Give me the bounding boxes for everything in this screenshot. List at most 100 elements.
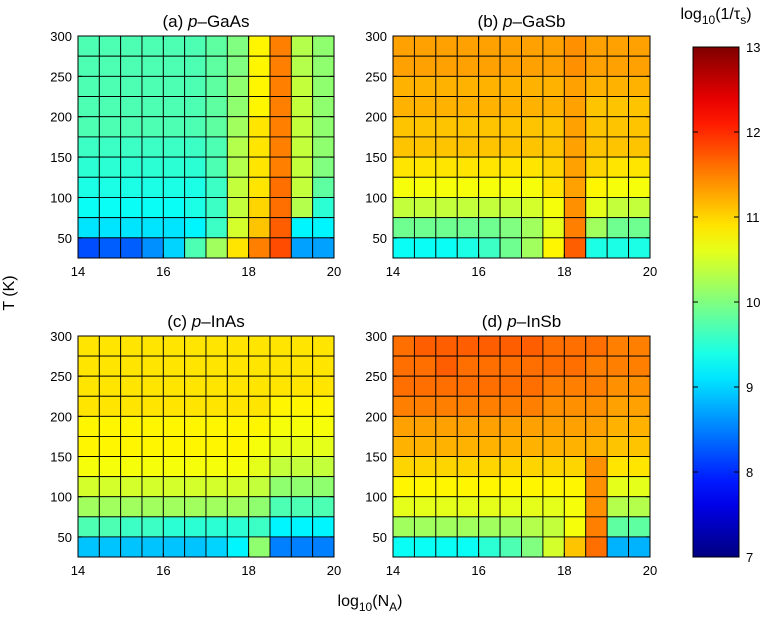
heatmap-cell	[392, 116, 415, 138]
heatmap-cell	[606, 395, 630, 417]
heatmap-cell	[226, 496, 250, 518]
panel-title: (c) p–InAs	[167, 312, 245, 331]
heatmap-cell	[248, 516, 271, 538]
heatmap-cell	[184, 415, 207, 437]
heatmap-cell	[606, 55, 630, 77]
heatmap-cell	[435, 237, 458, 259]
heatmap-cell	[98, 355, 122, 377]
heatmap-cell	[435, 136, 458, 158]
heatmap-cell	[226, 237, 250, 259]
heatmap-cell	[521, 415, 544, 437]
heatmap-cell	[392, 395, 415, 417]
material-name: –GaAs	[197, 12, 249, 31]
heatmap-cell	[606, 197, 630, 219]
heatmap-cell	[521, 217, 544, 239]
heatmap-cell	[120, 75, 143, 97]
heatmap-cell	[563, 96, 587, 118]
heatmap-cell	[563, 395, 587, 417]
heatmap-cell	[392, 176, 415, 198]
heatmap-cell	[456, 536, 480, 558]
heatmap-cell	[141, 176, 164, 198]
heatmap-cell	[521, 536, 544, 558]
heatmap-cell	[413, 197, 437, 219]
heatmap-cell	[499, 536, 522, 558]
heatmap-cell	[606, 355, 630, 377]
heatmap-cell	[521, 96, 544, 118]
heatmap-cell	[478, 516, 501, 538]
heatmap-cell	[456, 355, 480, 377]
heatmap-cell	[98, 116, 122, 138]
heatmap-cell	[248, 355, 271, 377]
heatmap-cell	[585, 176, 608, 198]
heatmap-cell	[312, 116, 335, 138]
heatmap-cell	[226, 516, 250, 538]
heatmap-cell	[248, 55, 271, 77]
heatmap-cell	[98, 496, 122, 518]
heatmap-cell	[542, 335, 565, 357]
heatmap-cell	[269, 496, 292, 518]
x-axis-label: log10(NA)	[338, 593, 403, 614]
heatmap-cell	[628, 496, 651, 518]
material-prefix: p	[187, 12, 197, 31]
heatmap-cell	[478, 415, 501, 437]
heatmap-cell	[248, 415, 271, 437]
heatmap-cell	[606, 96, 630, 118]
heatmap-cell	[141, 156, 164, 178]
heatmap-cell	[226, 116, 250, 138]
heatmap-cell	[312, 136, 335, 158]
heatmap-cell	[77, 75, 100, 97]
heatmap-cell	[478, 136, 501, 158]
heatmap-cell	[628, 536, 651, 558]
heatmap-cell	[141, 75, 164, 97]
heatmap-cell	[269, 35, 292, 57]
heatmap-cell	[478, 456, 501, 478]
heatmap-cell	[628, 335, 651, 357]
heatmap-cell	[585, 35, 608, 57]
y-tick-label: 250	[50, 69, 72, 84]
heatmap-cell	[628, 197, 651, 219]
heatmap-cell	[162, 375, 186, 397]
heatmap-cell	[585, 456, 608, 478]
x-tick-label: 14	[71, 563, 85, 578]
heatmap-cell	[141, 456, 164, 478]
heatmap-cell	[413, 536, 437, 558]
heatmap-cell	[413, 116, 437, 138]
heatmap-cell	[585, 217, 608, 239]
heatmap-cell	[162, 395, 186, 417]
heatmap-cell	[628, 176, 651, 198]
heatmap-cell	[392, 55, 415, 77]
heatmap-cell	[77, 496, 100, 518]
x-tick-label: 14	[71, 264, 85, 279]
heatmap-cell	[413, 456, 437, 478]
heatmap-cell	[205, 536, 228, 558]
y-tick-label: 200	[365, 409, 387, 424]
heatmap-cell	[456, 436, 480, 457]
heatmap-cell	[77, 456, 100, 478]
heatmap-cell	[120, 217, 143, 239]
heatmap-cell	[269, 476, 292, 498]
x-tick-label: 14	[386, 264, 400, 279]
heatmap-cell	[585, 75, 608, 97]
x-tick-label: 16	[156, 264, 170, 279]
heatmap-cell	[585, 156, 608, 178]
heatmap-cell	[77, 217, 100, 239]
heatmap-cell	[413, 436, 437, 457]
heatmap-cell	[521, 496, 544, 518]
heatmap-cell	[542, 496, 565, 518]
heatmap-cell	[413, 156, 437, 178]
heatmap-cell	[628, 217, 651, 239]
heatmap-cell	[184, 395, 207, 417]
heatmap-cell	[628, 75, 651, 97]
heatmap-cell	[628, 395, 651, 417]
heatmap-cell	[184, 536, 207, 558]
heatmap-cell	[141, 96, 164, 118]
colorbar-tick-label: 9	[746, 380, 753, 395]
heatmap-cell	[162, 516, 186, 538]
heatmap-cell	[269, 75, 292, 97]
heatmap-cell	[563, 197, 587, 219]
heatmap-cell	[499, 136, 522, 158]
heatmap-cell	[269, 237, 292, 259]
heatmap-cell	[98, 536, 122, 558]
heatmap-cell	[184, 136, 207, 158]
